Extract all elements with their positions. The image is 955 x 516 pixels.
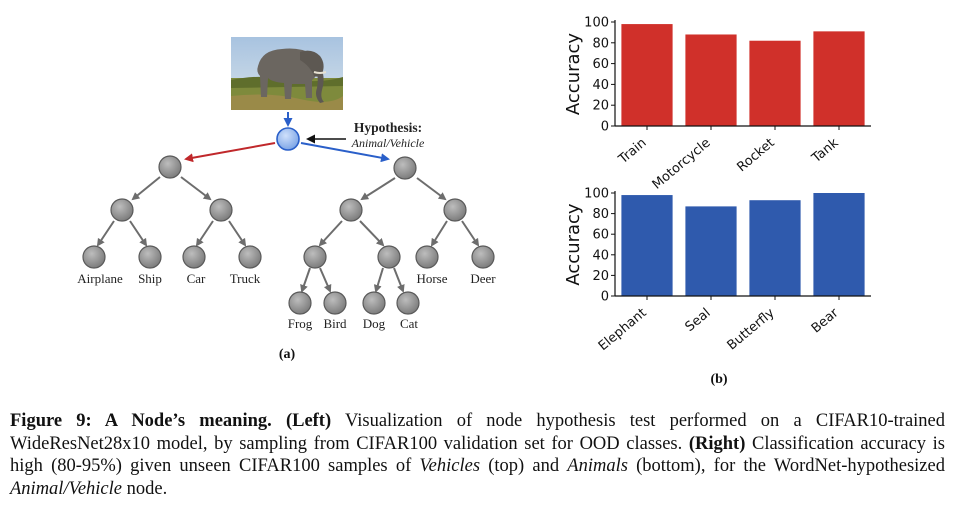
hypothesis-title: Hypothesis: [354, 120, 422, 135]
leaf-label: Cat [400, 316, 418, 331]
leaf-label: Bird [323, 316, 347, 331]
y-tick-label: 40 [592, 78, 609, 93]
caption-text-2: Classification accuracy is high (80-95%)… [10, 433, 945, 477]
caption-text-5: node. [122, 478, 168, 499]
leaf-label: Horse [416, 271, 447, 286]
tree-node [396, 291, 420, 315]
tree-node [110, 198, 134, 222]
bar-rocket [749, 40, 801, 126]
caption-animal-vehicle: Animal/Vehicle [10, 478, 122, 499]
x-tick-label: Bear [809, 305, 842, 336]
leaf-label: Truck [230, 271, 261, 286]
tree-nodes [82, 127, 495, 315]
tree-node [443, 198, 467, 222]
y-tick-label: 80 [592, 207, 609, 222]
tree-edges [96, 112, 480, 293]
x-tick-label: Tank [809, 135, 842, 166]
figure: Hypothesis: Animal/Vehicle Airplane Ship… [77, 16, 871, 387]
x-tick-label: Motorcycle [650, 136, 714, 193]
bar-bear [813, 193, 865, 296]
tree-diagram: Hypothesis: Animal/Vehicle Airplane Ship… [77, 37, 496, 362]
y-tick-label: 60 [592, 228, 609, 243]
y-axis-label: Accuracy [563, 33, 584, 116]
leaf-label: Deer [470, 271, 496, 286]
tree-node [138, 245, 162, 269]
bar-seal [685, 206, 737, 296]
tree-node [238, 245, 262, 269]
tree-node [415, 245, 439, 269]
root-node [276, 127, 300, 151]
y-tick-label: 20 [592, 99, 609, 114]
hypothesis-value: Animal/Vehicle [351, 136, 425, 150]
caption-text-3: (top) and [480, 456, 568, 476]
tree-node [323, 291, 347, 315]
tree-node [471, 245, 495, 269]
figure-caption: Figure 9: A Node’s meaning. (Left) Visua… [10, 410, 945, 500]
tree-node [209, 198, 233, 222]
panel-label-a: (a) [279, 347, 296, 362]
x-tick-label: Seal [683, 306, 714, 335]
leaf-label: Airplane [77, 271, 123, 286]
y-tick-label: 0 [601, 120, 609, 135]
leaf-label: Ship [138, 271, 162, 286]
x-tick-label: Elephant [596, 306, 650, 355]
leaf-label: Frog [288, 316, 313, 331]
bar-elephant [621, 195, 673, 296]
tree-node [303, 245, 327, 269]
y-tick-label: 0 [601, 290, 609, 305]
bar-butterfly [749, 200, 801, 296]
caption-figure-label: Figure 9: A Node’s meaning. [10, 411, 272, 431]
x-tick-label: Butterfly [725, 305, 778, 353]
tree-node [288, 291, 312, 315]
leaf-label: Car [187, 271, 206, 286]
tree-node [158, 155, 182, 179]
chart-animals: Elephant Seal Butterfly Bear 0 20 40 60 80 100Acc… [563, 187, 871, 355]
caption-vehicles: Vehicles [419, 456, 481, 476]
caption-right-label: (Right) [688, 433, 746, 454]
x-tick-label: Rocket [734, 136, 777, 176]
y-tick-label: 20 [592, 269, 609, 284]
y-tick-label: 100 [584, 187, 609, 202]
x-tick-label: Train [615, 136, 649, 168]
bar-tank [813, 31, 865, 126]
bar-train [621, 24, 673, 126]
bar-motorcycle [685, 34, 737, 127]
caption-text-1: Visualization of node hypothesis test pe… [10, 411, 946, 454]
panel-label-b: (b) [710, 372, 727, 387]
leaf-label: Dog [363, 316, 386, 331]
y-tick-label: 40 [592, 248, 609, 263]
caption-animals: Animals [567, 456, 628, 476]
tree-node [393, 156, 417, 180]
tree-node [82, 245, 106, 269]
caption-text-4: (bottom), for the WordNet-hypothesized [627, 456, 945, 476]
tree-node [182, 245, 206, 269]
y-tick-label: 60 [592, 57, 609, 72]
y-tick-label: 100 [584, 16, 609, 31]
tree-node [377, 245, 401, 269]
caption-left-label: (Left) [285, 411, 332, 431]
chart-vehicles: Train Motorcycle Rocket Tank 0 20 40 60 80 100Acc… [563, 16, 871, 193]
y-tick-label: 80 [592, 36, 609, 51]
tree-node [362, 291, 386, 315]
tree-node [339, 198, 363, 222]
y-axis-label: Accuracy [563, 203, 584, 286]
elephant-photo [231, 37, 343, 110]
